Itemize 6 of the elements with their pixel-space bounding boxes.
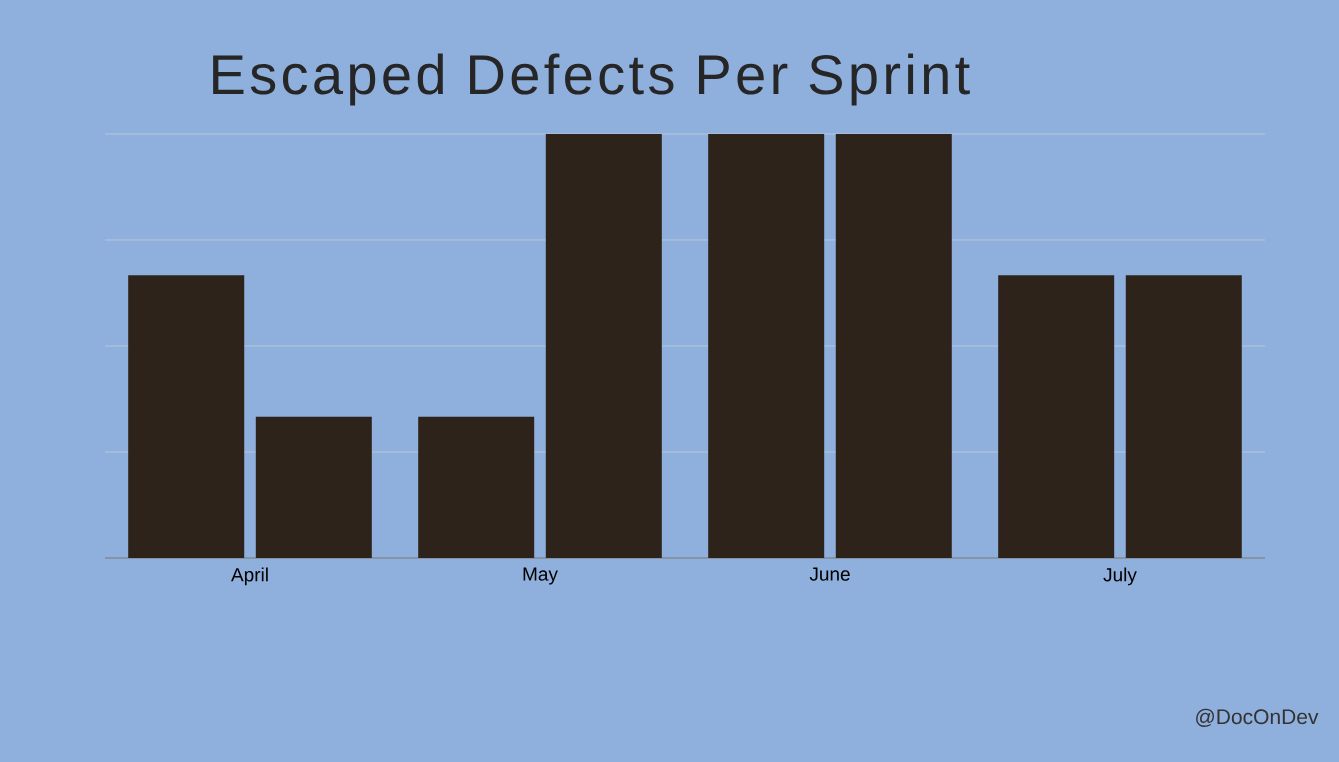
x-tick-label: July	[1103, 567, 1137, 586]
x-tick-label: May	[523, 567, 558, 585]
chart-title: Escaped Defects Per Sprint	[213, 53, 970, 106]
text: @DocOnDev	[1196, 708, 1319, 727]
x-tick-label: June	[809, 567, 850, 581]
x-tick-label: April	[231, 567, 268, 586]
